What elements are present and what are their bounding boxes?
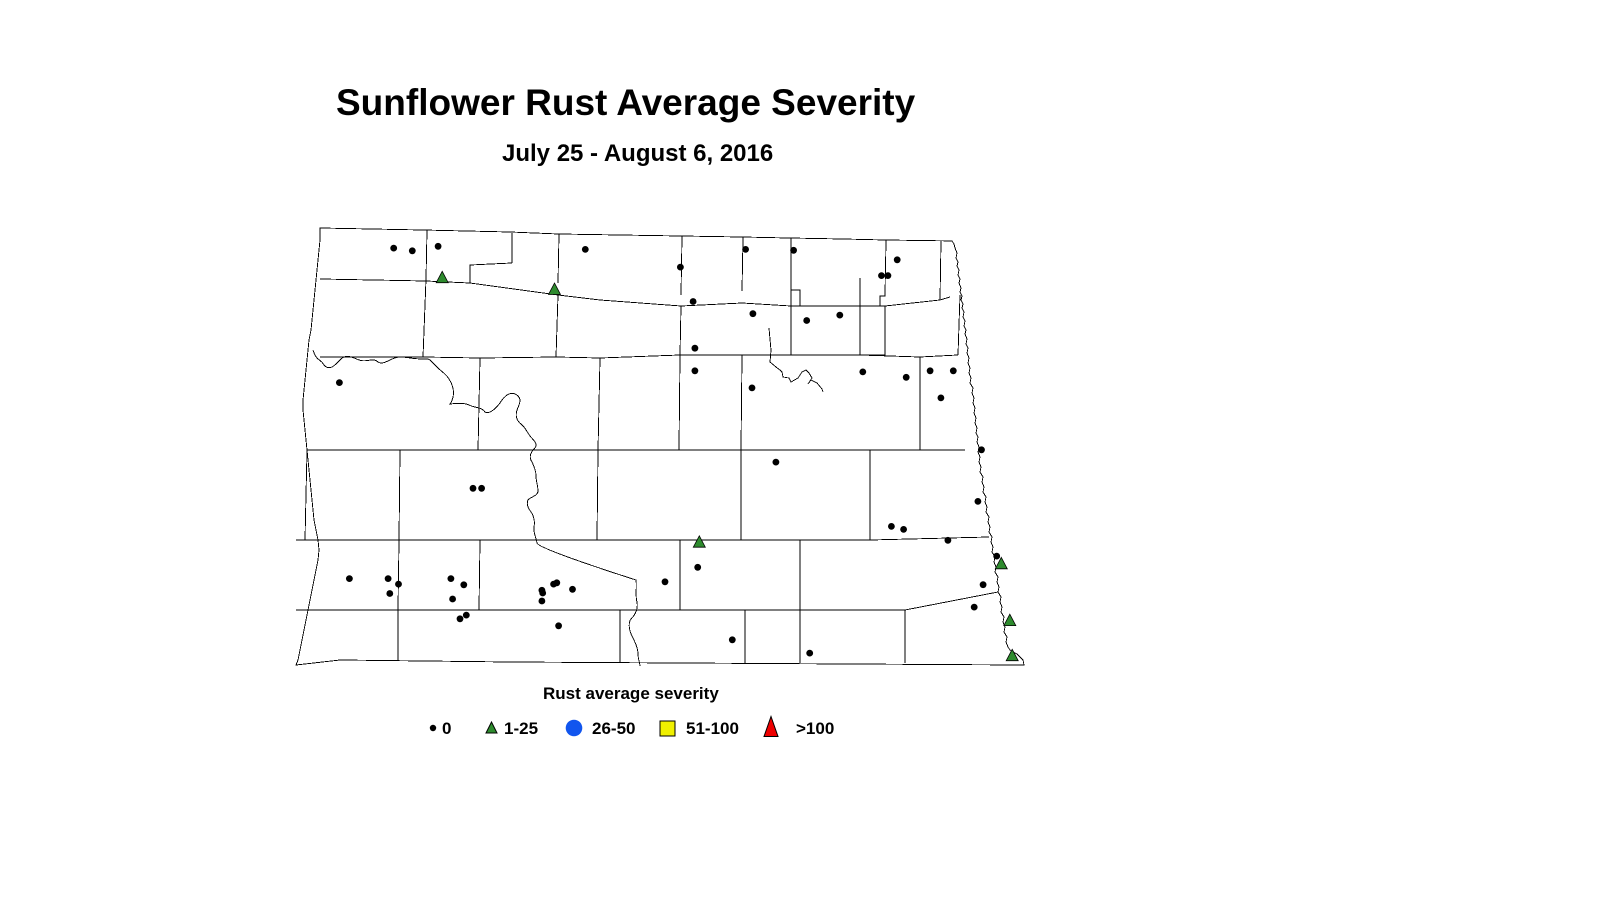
- svg-text:0: 0: [442, 719, 451, 738]
- svg-text:1-25: 1-25: [504, 719, 538, 738]
- svg-text:26-50: 26-50: [592, 719, 635, 738]
- svg-text:>100: >100: [796, 719, 834, 738]
- svg-text:51-100: 51-100: [686, 719, 739, 738]
